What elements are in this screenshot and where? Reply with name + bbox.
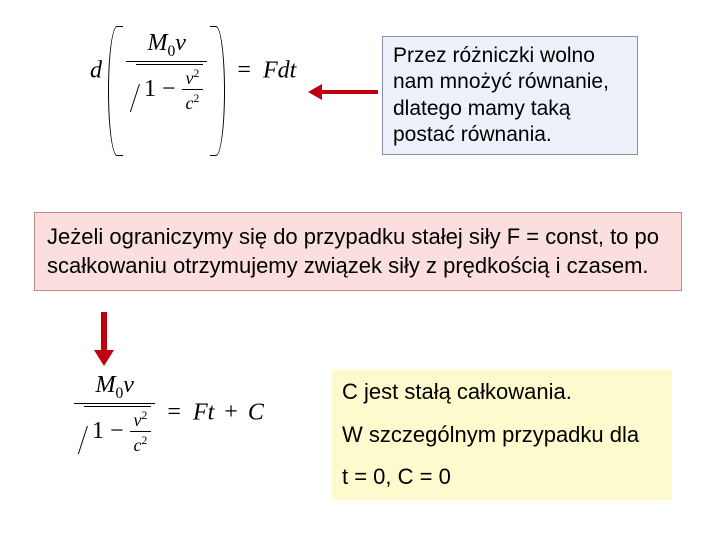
callout-differentials: Przez różniczki wolno nam mnożyć równani…	[382, 36, 638, 155]
equation-2: M0v 1 − v2 c2 = Ft + C	[74, 372, 264, 456]
eq2-M: M	[95, 372, 115, 398]
eq1-one: 1	[144, 76, 156, 102]
eq1-v2: v	[186, 68, 194, 88]
callout1-text: Przez różniczki wolno nam mnożyć równani…	[393, 44, 609, 146]
eq1-d: d	[90, 57, 102, 83]
eq2-one: 1	[92, 418, 104, 444]
callout3-line3: t = 0, C = 0	[342, 463, 662, 492]
eq1-dt: dt	[278, 57, 297, 83]
eq1-v-num: v	[175, 30, 186, 56]
eq1-equals: =	[231, 57, 257, 83]
eq1-c2: c	[186, 93, 194, 113]
eq2-v-num: v	[123, 372, 134, 398]
eq2-plus: +	[220, 399, 242, 425]
eq2-minus: −	[110, 418, 124, 444]
eq2-c2exp: 2	[142, 434, 148, 447]
eq1-F: F	[263, 57, 278, 83]
eq2-v2exp: 2	[142, 409, 148, 422]
eq2-equals: =	[161, 399, 187, 425]
callout3-line1: C jest stałą całkowania.	[342, 378, 662, 407]
eq2-Ft: Ft	[193, 399, 214, 425]
callout3-line2: W szczególnym przypadku dla	[342, 421, 662, 450]
callout-integration-constant: C jest stałą całkowania. W szczególnym p…	[332, 370, 672, 500]
eq2-c2: c	[134, 435, 142, 455]
eq1-c2exp: 2	[194, 92, 200, 105]
eq1-M: M	[147, 30, 167, 56]
eq2-C: C	[248, 399, 264, 425]
eq2-v2: v	[134, 410, 142, 430]
callout2-text: Jeżeli ograniczymy się do przypadku stał…	[47, 224, 659, 278]
callout-constant-force: Jeżeli ograniczymy się do przypadku stał…	[34, 212, 682, 291]
eq1-minus: −	[162, 76, 176, 102]
eq1-v2exp: 2	[194, 67, 200, 80]
equation-1: d M0v 1 − v2 c2 = Fdt	[90, 26, 296, 156]
